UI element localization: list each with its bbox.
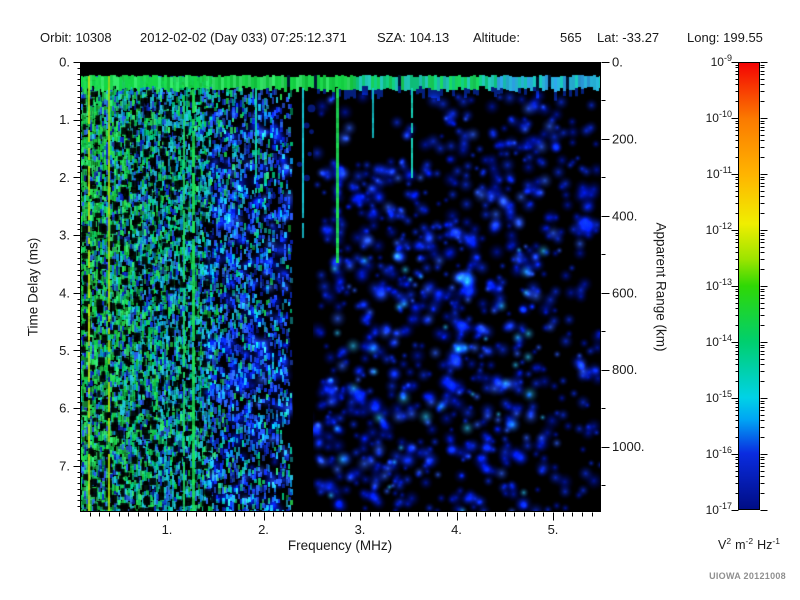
y-axis-title: Time Delay (ms): [25, 237, 41, 337]
x-axis-title: Frequency (MHz): [287, 538, 393, 553]
unit-m-exp: -2: [745, 536, 754, 546]
y-tick-label: 0.: [59, 55, 70, 70]
colorbar: [738, 62, 760, 510]
header-lat: Lat: -33.27: [597, 30, 660, 45]
header-altitude-value: 565: [560, 30, 582, 45]
header-datetime: 2012-02-02 (Day 033) 07:25:12.371: [140, 30, 347, 45]
x-tick-label: 2.: [258, 522, 269, 537]
y-tick-label: 7.: [59, 458, 70, 473]
y-tick-label: 1.: [59, 112, 70, 127]
colorbar-tick-label: 10-13: [705, 277, 732, 293]
y-tick-label: 3.: [59, 228, 70, 243]
y2-tick-label: 400.: [612, 208, 637, 223]
unit-v-exp: 2: [726, 536, 732, 546]
header-long: Long: 199.55: [687, 30, 763, 45]
y-tick-label: 4.: [59, 285, 70, 300]
unit-v: V: [718, 538, 727, 553]
colorbar-tick-label: 10-11: [706, 165, 732, 181]
header-altitude-label: Altitude:: [473, 30, 520, 45]
x-tick-label: 3.: [355, 522, 366, 537]
colorbar-tick-label: 10-17: [705, 501, 732, 517]
colorbar-tick-label: 10-9: [710, 53, 732, 69]
y2-tick-label: 1000.: [612, 439, 645, 454]
y-tick-label: 5.: [59, 343, 70, 358]
y-tick-label: 2.: [59, 170, 70, 185]
y2-axis-title: Apparent Range (km): [653, 222, 669, 352]
y-tick-label: 6.: [59, 401, 70, 416]
y2-tick-label: 600.: [612, 285, 637, 300]
colorbar-tick-label: 10-10: [705, 109, 732, 125]
x-tick-label: 4.: [451, 522, 462, 537]
colorbar-tick-label: 10-14: [705, 333, 732, 349]
x-tick-label: 1.: [162, 522, 173, 537]
x-tick-label: 5.: [548, 522, 559, 537]
colorbar-tick-label: 10-15: [705, 389, 732, 405]
y2-tick-label: 800.: [612, 362, 637, 377]
y2-tick-label: 0.: [612, 55, 623, 70]
colorbar-tick-label: 10-16: [705, 445, 732, 461]
header-sza: SZA: 104.13: [377, 30, 450, 45]
unit-m: m: [735, 538, 746, 553]
unit-hz: Hz: [757, 538, 773, 553]
y2-tick-label: 200.: [612, 131, 637, 146]
colorbar-units: V2 m-2 Hz-1: [697, 536, 800, 552]
unit-hz-exp: -1: [772, 536, 780, 546]
header-orbit: Orbit: 10308: [40, 30, 112, 45]
colorbar-tick-label: 10-12: [705, 221, 732, 237]
watermark: UIOWA 20121008: [709, 571, 786, 581]
spectrogram-canvas: [80, 62, 601, 512]
